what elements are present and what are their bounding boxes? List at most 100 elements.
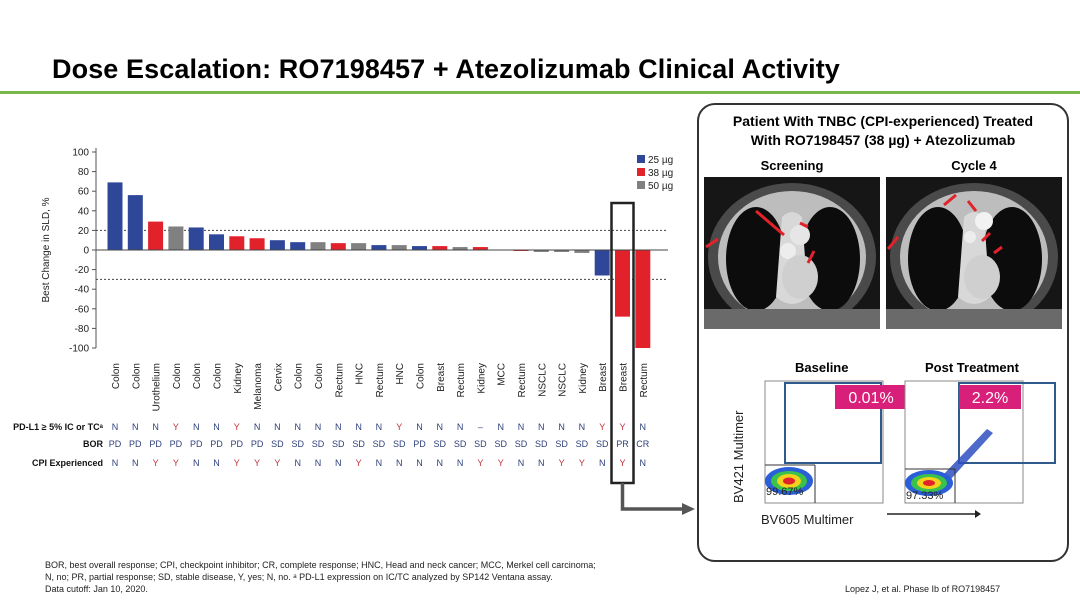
- bar: [330, 243, 346, 250]
- row-value: N: [335, 422, 342, 432]
- category-label: Kidney: [476, 363, 487, 394]
- row-value: N: [152, 422, 159, 432]
- row-value: N: [416, 422, 423, 432]
- row-value: Y: [619, 458, 625, 468]
- category-label: Rectum: [639, 363, 650, 397]
- row-value: N: [213, 422, 220, 432]
- row-value: Y: [234, 422, 240, 432]
- row-value: N: [558, 422, 565, 432]
- row-value: Y: [356, 458, 362, 468]
- ct-scan-cycle4: [886, 177, 1062, 329]
- y-tick-label: -20: [75, 265, 90, 276]
- row-value: N: [538, 458, 545, 468]
- bar: [371, 245, 387, 250]
- row-label: PD-L1 ≥ 5% IC or TCᵃ: [13, 422, 103, 432]
- row-value: N: [355, 422, 362, 432]
- row-value: N: [112, 422, 119, 432]
- category-label: Kidney: [233, 363, 244, 394]
- footnote-line2: N, no; PR, partial response; SD, stable …: [45, 572, 553, 582]
- row-value: –: [478, 422, 483, 432]
- legend-swatch: [637, 155, 645, 163]
- row-label: CPI Experienced: [32, 458, 103, 468]
- flow-cytometry-plots: BV421 Multimer BV605 Multimer 0.01% 99.6…: [731, 380, 1056, 527]
- legend-label: 50 µg: [648, 181, 673, 192]
- bar: [229, 236, 245, 250]
- row-value: SD: [373, 439, 386, 449]
- legend-label: 25 µg: [648, 155, 673, 166]
- y-axis-label: Best Change in SLD, %: [41, 197, 52, 302]
- row-value: PD: [210, 439, 223, 449]
- row-value: Y: [234, 458, 240, 468]
- y-tick-label: 60: [78, 187, 90, 198]
- bar: [412, 246, 427, 250]
- y-tick-label: -60: [75, 304, 90, 315]
- row-value: SD: [474, 439, 487, 449]
- category-label: Cervix: [273, 363, 284, 391]
- row-value: SD: [434, 439, 447, 449]
- row-value: Y: [559, 458, 565, 468]
- row-value: N: [335, 458, 342, 468]
- category-label: Colon: [294, 363, 305, 389]
- category-label: Urothelium: [152, 363, 163, 411]
- bar: [574, 250, 590, 253]
- row-value: N: [315, 422, 322, 432]
- scan-label-cycle4: Cycle 4: [951, 158, 997, 173]
- category-label: Breast: [598, 363, 609, 392]
- bar: [351, 243, 367, 250]
- flow-y-axis-label: BV421 Multimer: [731, 410, 746, 503]
- category-label: HNC: [355, 363, 366, 385]
- scan-label-screening: Screening: [760, 158, 824, 173]
- row-value: Y: [579, 458, 585, 468]
- row-value: SD: [291, 439, 304, 449]
- citation: Lopez J, et al. Phase Ib of RO7198457: [845, 584, 1001, 594]
- category-label: Rectum: [517, 363, 528, 397]
- row-value: N: [396, 458, 403, 468]
- flow-x-axis-label: BV605 Multimer: [761, 512, 854, 527]
- waterfall-chart: 100 80 60 40 20 0 -20 -40 -60 -80 -100 Best Change …: [13, 148, 695, 515]
- title-divider: [0, 91, 1080, 94]
- row-value: N: [538, 422, 545, 432]
- row-value: N: [294, 422, 301, 432]
- bar: [148, 221, 164, 250]
- bar: [188, 227, 204, 250]
- row-value: Y: [498, 458, 504, 468]
- patient-panel: [697, 103, 1069, 562]
- slide-title: Dose Escalation: RO7198457 + Atezolizuma…: [52, 54, 840, 84]
- ct-scan-screening: [704, 177, 880, 329]
- connector-line: [620, 483, 683, 511]
- y-tick-label: 20: [78, 226, 90, 237]
- category-label: Melanoma: [253, 363, 264, 410]
- row-value: N: [213, 458, 220, 468]
- flow-baseline-low-percent: 99.67%: [766, 486, 804, 498]
- y-tick-label: 100: [72, 148, 89, 159]
- flow-label-post-treatment: Post Treatment: [925, 360, 1019, 375]
- row-value: N: [457, 422, 464, 432]
- row-value: N: [294, 458, 301, 468]
- row-value: PD: [170, 439, 183, 449]
- legend-swatch: [637, 168, 645, 176]
- footnote-line1: BOR, best overall response; CPI, checkpo…: [45, 560, 596, 570]
- row-value: SD: [312, 439, 325, 449]
- row-value: N: [437, 422, 444, 432]
- bar: [269, 240, 285, 250]
- row-value: PR: [616, 439, 629, 449]
- category-label: MCC: [497, 363, 508, 386]
- row-value: CR: [636, 439, 649, 449]
- row-value: Y: [619, 422, 625, 432]
- category-label: Breast: [619, 363, 630, 392]
- row-value: N: [132, 458, 139, 468]
- footnote: BOR, best overall response; CPI, checkpo…: [45, 559, 596, 595]
- flow-baseline-percent: 0.01%: [848, 390, 893, 407]
- connector-arrowhead: [682, 503, 695, 515]
- row-value: PD: [190, 439, 203, 449]
- row-value: N: [274, 422, 281, 432]
- flow-post-low-percent: 97.33%: [906, 490, 944, 502]
- row-value: SD: [555, 439, 568, 449]
- bar: [310, 242, 326, 250]
- row-value: Y: [396, 422, 402, 432]
- row-value: N: [579, 422, 586, 432]
- bar: [635, 250, 651, 348]
- bar: [290, 242, 306, 250]
- category-label: Colon: [192, 363, 203, 389]
- row-value: N: [457, 458, 464, 468]
